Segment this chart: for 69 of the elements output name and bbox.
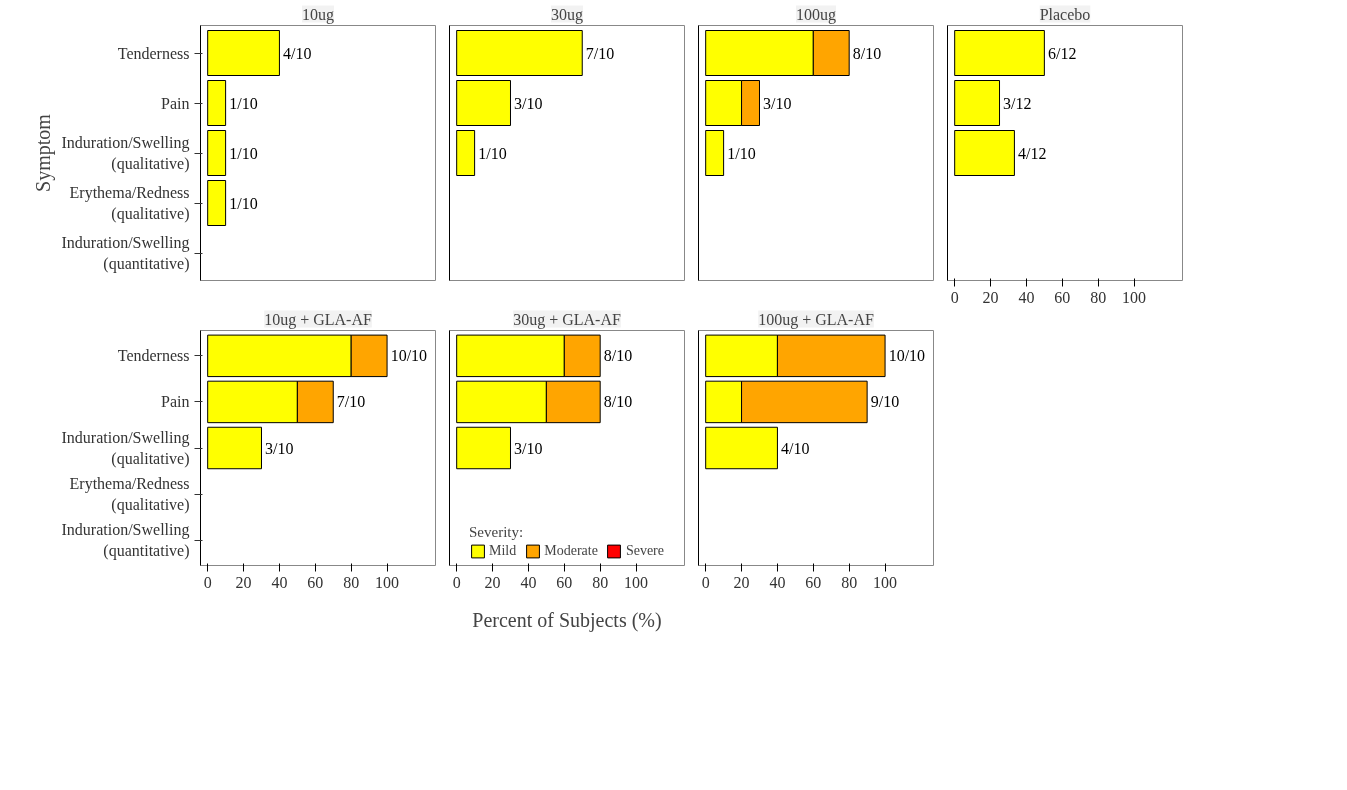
x-tick-label: 80 (1090, 288, 1107, 306)
x-tick-label: 40 (1018, 288, 1035, 306)
legend-label: Moderate (544, 543, 598, 559)
chart-title: 10ug + GLA-AF (264, 310, 372, 329)
annotation: 8/10 (603, 393, 633, 411)
x-tick-label: 0 (452, 573, 461, 591)
annotation: 3/10 (763, 94, 792, 112)
x-tick-label: 100 (1122, 288, 1147, 306)
y-tick-label: Erythema/Redness (qualitative) (69, 184, 190, 223)
y-tick-label: Pain (161, 94, 190, 112)
annotation: 1/10 (229, 144, 258, 162)
x-tick-label: 20 (235, 573, 252, 591)
x-tick-label: 100 (624, 573, 649, 591)
annotation: 7/10 (585, 44, 615, 62)
x-tick-label: 20 (733, 573, 750, 591)
chart-title: Placebo (1039, 5, 1091, 23)
chart-title: 10ug (302, 5, 334, 24)
annotation: 1/10 (727, 144, 756, 162)
x-tick-label: 40 (520, 573, 537, 591)
annotation: 7/10 (336, 393, 366, 411)
legend-label: Severe (625, 543, 664, 559)
chart-title: 30ug + GLA-AF (513, 310, 621, 329)
annotation: 4/10 (781, 439, 810, 457)
y-tick-label: Induration/Swelling (quantitative) (61, 234, 190, 273)
x-tick-label: 100 (375, 573, 400, 591)
annotation: 6/12 (1047, 44, 1077, 62)
annotation: 1/10 (229, 94, 258, 112)
x-tick-label: 60 (1054, 288, 1071, 306)
annotation: 1/10 (229, 194, 258, 212)
y-tick-label: Erythema/Redness (qualitative) (69, 475, 190, 514)
annotation: 8/10 (603, 347, 633, 365)
legend-label: Mild (489, 543, 517, 559)
x-tick-label: 40 (271, 573, 288, 591)
chart-title: 100ug + GLA-AF (758, 310, 874, 329)
y-tick-label: Induration/Swelling (qualitative) (61, 429, 190, 468)
x-tick-label: 0 (950, 288, 959, 306)
annotation: 10/10 (390, 347, 428, 365)
legend-title: Severity: (469, 524, 525, 541)
annotation: 10/10 (888, 347, 926, 365)
chart-title: 30ug (551, 5, 583, 24)
x-tick-label: 60 (556, 573, 573, 591)
x-tick-label: 100 (873, 573, 898, 591)
y-tick-label: Pain (161, 393, 190, 411)
y-tick-label: Tenderness (117, 44, 190, 62)
chart-title: 100ug (796, 5, 836, 24)
x-axis-title: Percent of Subjects (%) (472, 608, 662, 632)
annotation: 3/10 (514, 94, 543, 112)
x-tick-label: 0 (203, 573, 212, 591)
x-tick-label: 40 (769, 573, 786, 591)
y-axis-title: Symptom (31, 113, 55, 192)
annotation: 3/12 (1003, 94, 1032, 112)
annotation: 1/10 (478, 144, 507, 162)
x-tick-label: 80 (841, 573, 858, 591)
y-tick-label: Induration/Swelling (qualitative) (61, 134, 190, 173)
x-tick-label: 20 (484, 573, 501, 591)
annotation: 3/10 (514, 439, 543, 457)
annotation: 3/10 (265, 439, 294, 457)
annotation: 4/12 (1018, 144, 1047, 162)
x-tick-label: 0 (701, 573, 710, 591)
y-tick-label: Tenderness (117, 347, 190, 365)
x-tick-label: 20 (982, 288, 999, 306)
annotation: 9/10 (870, 393, 900, 411)
x-tick-label: 60 (805, 573, 822, 591)
x-tick-label: 60 (307, 573, 324, 591)
y-tick-label: Induration/Swelling (quantitative) (61, 521, 190, 560)
annotation: 4/10 (283, 44, 312, 62)
x-tick-label: 80 (592, 573, 609, 591)
annotation: 8/10 (852, 44, 882, 62)
x-tick-label: 80 (343, 573, 360, 591)
